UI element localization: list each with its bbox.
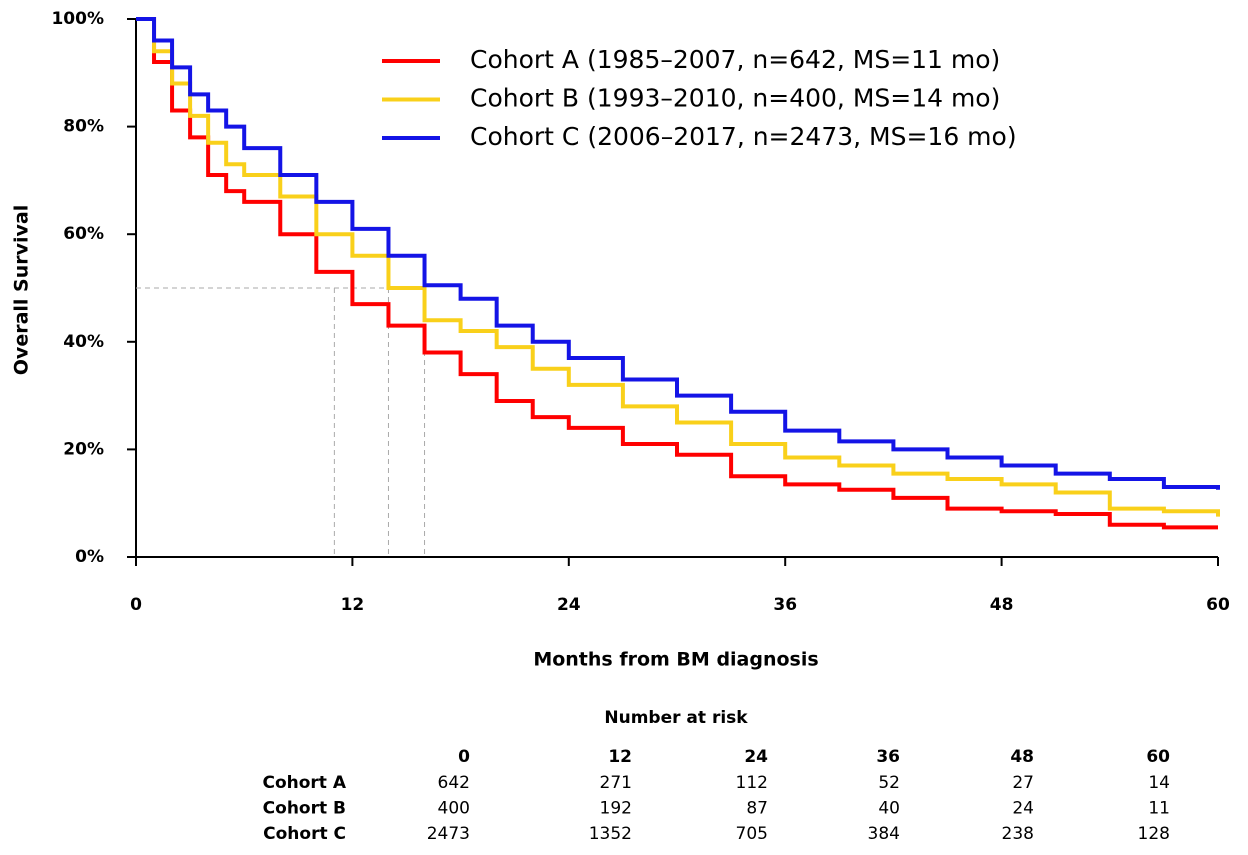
x-tick-label: 12 [341,595,365,615]
survival-curve [136,17,1220,517]
risk-row-label: Cohort C [263,824,346,844]
risk-row-label: Cohort B [263,799,346,819]
y-tick-label: 40% [63,332,104,352]
y-tick-label: 20% [63,439,104,459]
risk-count: 642 [438,773,470,793]
risk-count: 128 [1138,824,1170,844]
risk-count: 705 [736,824,768,844]
risk-count: 400 [438,799,470,819]
risk-time: 24 [744,747,768,767]
risk-count: 14 [1148,773,1170,793]
survival-curve [136,17,1218,530]
risk-count: 1352 [589,824,632,844]
y-axis-title: Overall Survival [11,205,33,375]
risk-count: 192 [600,799,632,819]
risk-row-label: Cohort A [262,773,346,793]
risk-count: 238 [1002,824,1034,844]
legend-label: Cohort C (2006–2017, n=2473, MS=16 mo) [470,122,1017,151]
risk-count: 11 [1148,799,1170,819]
risk-time: 60 [1146,747,1170,767]
risk-time: 36 [876,747,900,767]
survival-curve [136,17,1220,490]
legend-label: Cohort B (1993–2010, n=400, MS=14 mo) [470,84,1000,113]
risk-count: 112 [736,773,768,793]
risk-count: 40 [878,799,900,819]
x-tick-label: 36 [773,595,797,615]
risk-count: 384 [868,824,900,844]
risk-count: 2473 [427,824,470,844]
risk-table-title: Number at risk [604,708,748,728]
x-tick-label: 0 [130,595,142,615]
risk-time: 48 [1010,747,1034,767]
x-tick-label: 60 [1206,595,1230,615]
legend-label: Cohort A (1985–2007, n=642, MS=11 mo) [470,45,1000,74]
risk-time: 12 [608,747,632,767]
risk-time: 0 [458,747,470,767]
x-axis-title: Months from BM diagnosis [533,649,818,671]
y-tick-label: 80% [63,117,104,137]
risk-count: 271 [600,773,632,793]
x-tick-label: 24 [557,595,581,615]
risk-count: 87 [746,799,768,819]
risk-count: 24 [1012,799,1034,819]
risk-count: 52 [878,773,900,793]
y-tick-label: 60% [63,224,104,244]
risk-count: 27 [1012,773,1034,793]
y-tick-label: 0% [75,547,104,567]
y-tick-label: 100% [51,9,104,29]
x-tick-label: 48 [990,595,1014,615]
